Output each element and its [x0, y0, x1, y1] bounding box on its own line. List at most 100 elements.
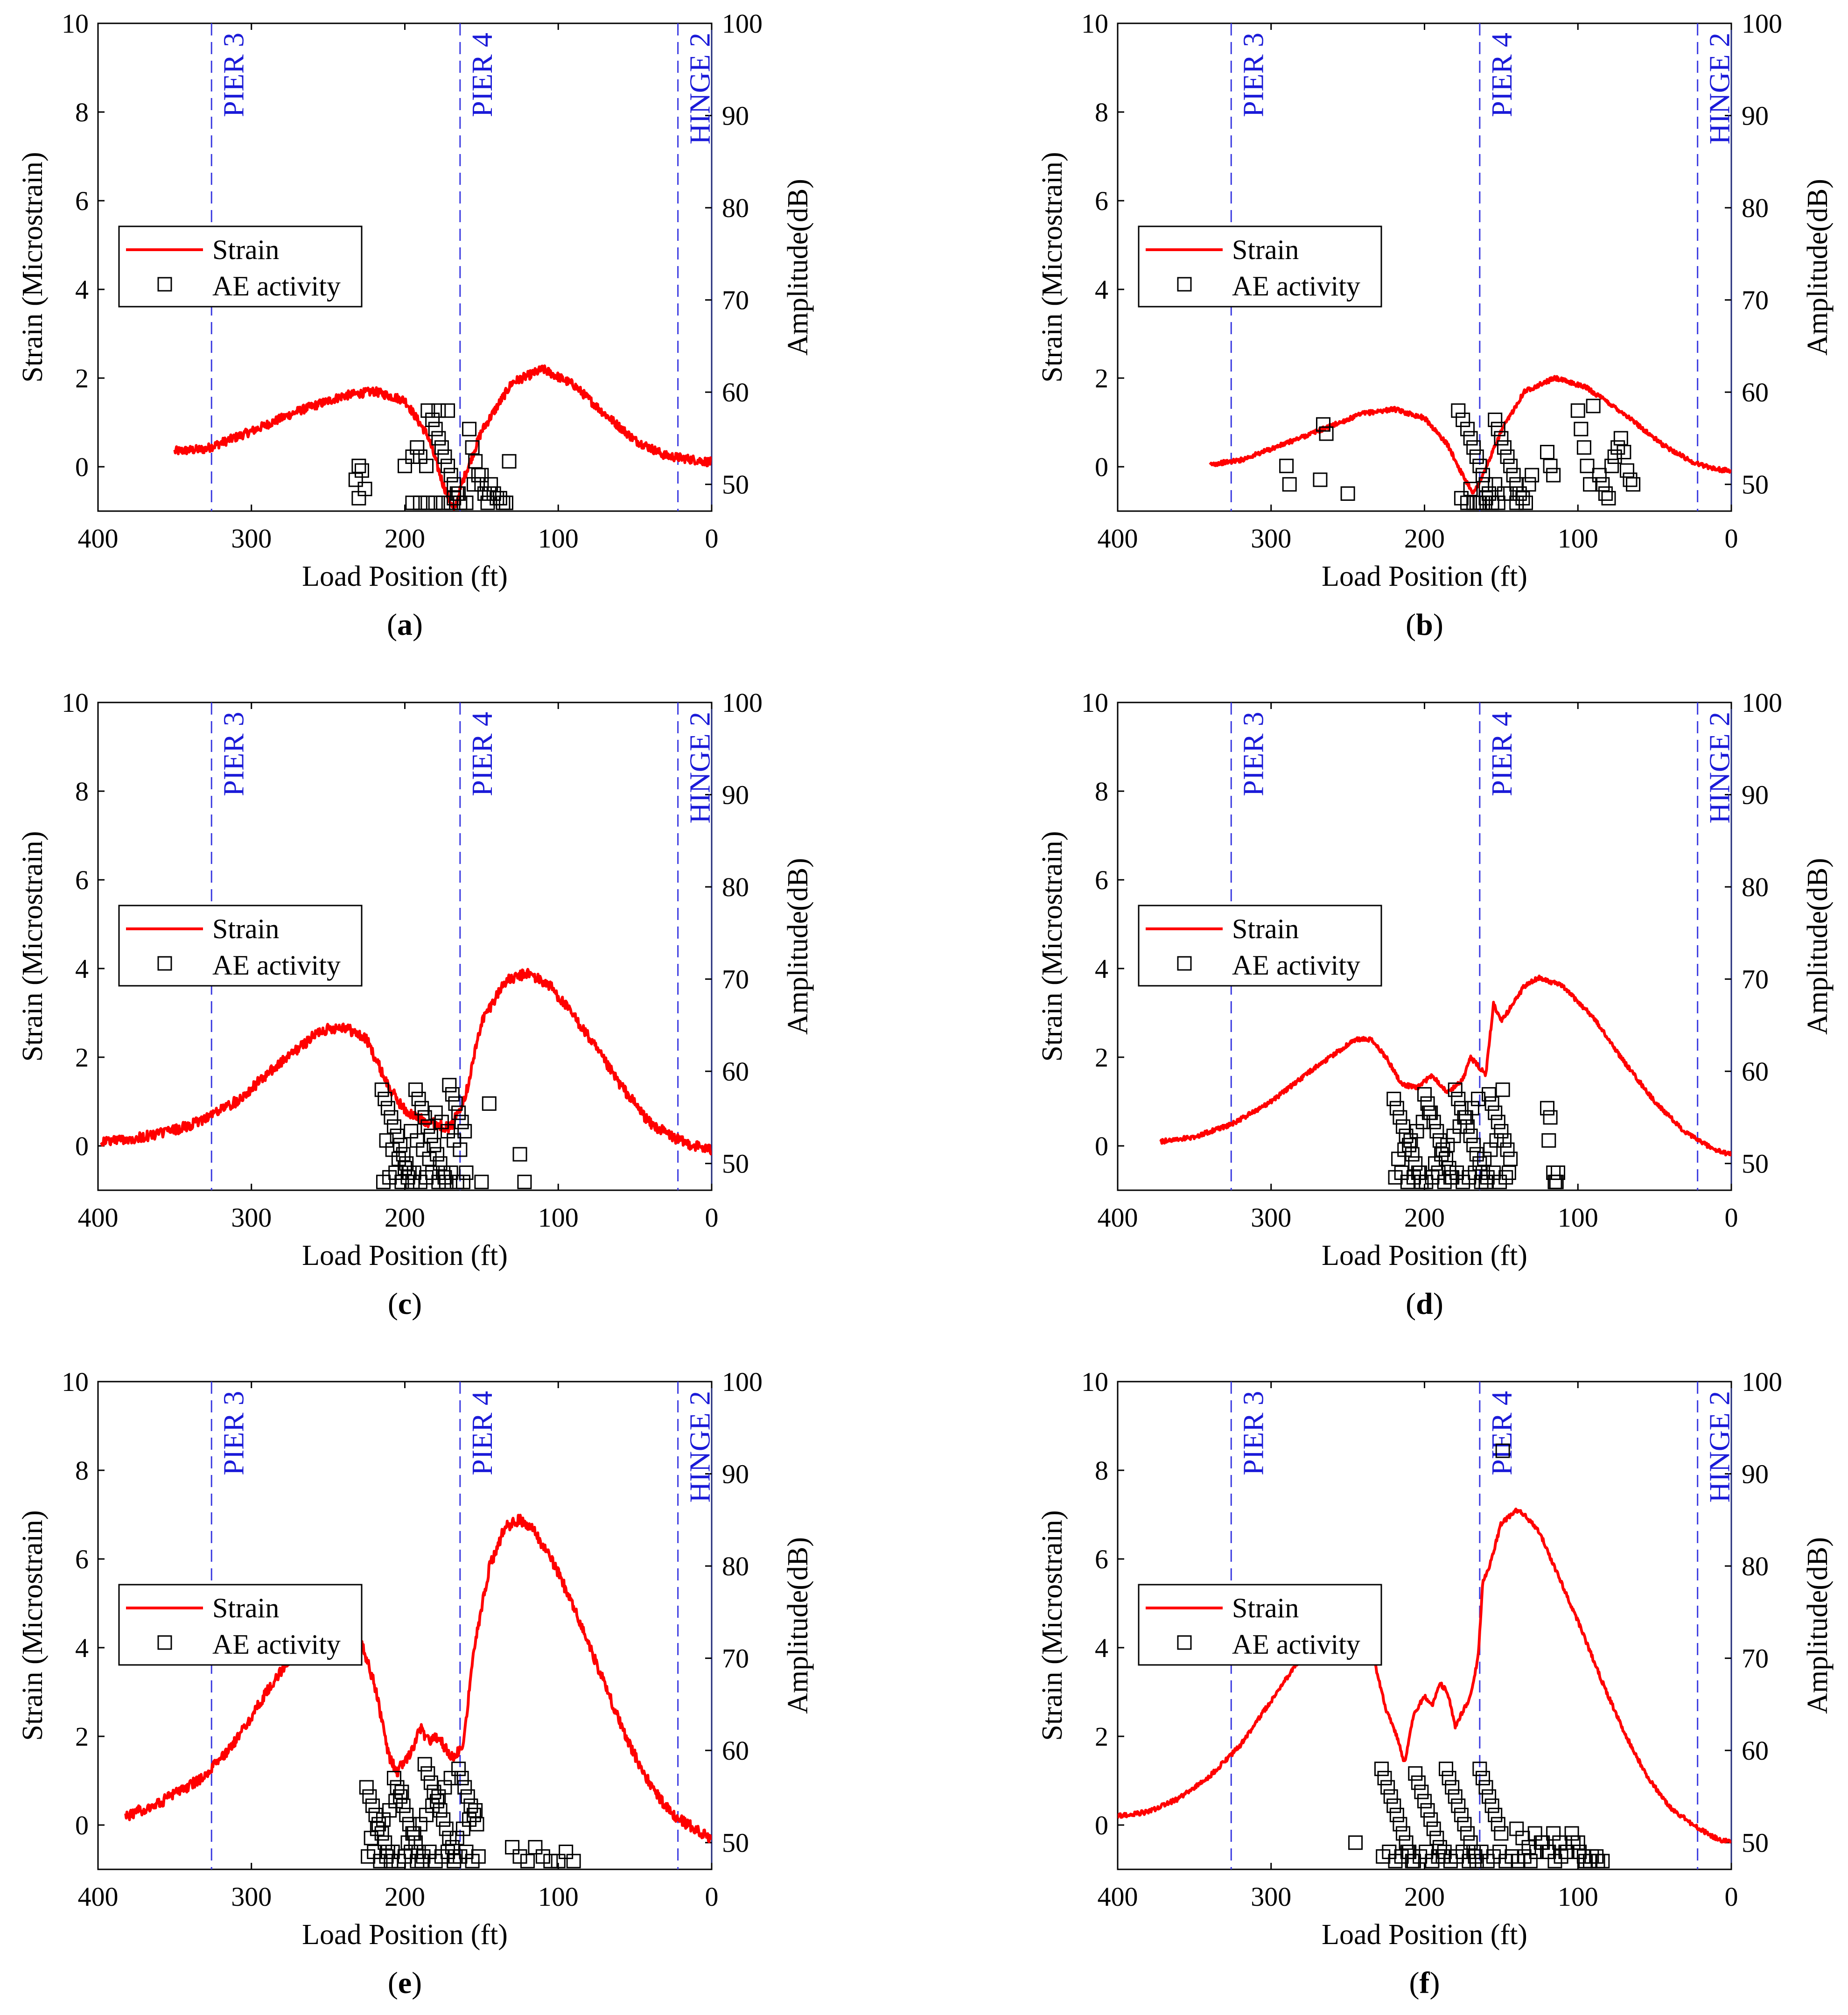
- x-tick-label: 200: [385, 523, 425, 554]
- ae-activity-point: [566, 1854, 581, 1868]
- panel-caption: (c): [388, 1287, 422, 1321]
- legend-ae-label: AE activity: [212, 1629, 341, 1660]
- legend-box: [1138, 905, 1382, 987]
- reference-line-label: PIER 3: [1238, 1391, 1269, 1475]
- ae-activity-point: [474, 477, 489, 492]
- ae-activity-point: [535, 1849, 550, 1864]
- reference-line-label: PIER 4: [467, 33, 498, 117]
- panel-f: 400 300 200 100 0 0 2 4 6 8 10 50 60 70 80 90 100 Load Po…: [1036, 1367, 1834, 2000]
- ae-activity-point: [405, 1174, 420, 1189]
- ae-activity-point: [1491, 1115, 1505, 1130]
- legend-ae-swatch: [157, 956, 172, 971]
- ae-activity-point: [1525, 468, 1540, 483]
- x-axis-label: Load Position (ft): [302, 561, 508, 592]
- ae-activity-point: [447, 491, 462, 506]
- y2-tick-label: 80: [1742, 193, 1769, 223]
- ae-activity-point: [1463, 482, 1478, 497]
- ae-activity-point: [483, 477, 498, 492]
- ae-activity-point: [451, 486, 466, 501]
- panel-caption: (a): [387, 608, 423, 642]
- ae-activity-point: [1463, 1835, 1478, 1850]
- x-tick-label: 0: [705, 1882, 719, 1912]
- ae-activity-point: [1389, 1101, 1404, 1116]
- plot-area: [1209, 375, 1731, 510]
- ae-activity-point: [399, 1156, 414, 1171]
- ae-activity-point: [517, 1174, 532, 1189]
- legend: Strain AE activity: [1138, 905, 1382, 987]
- ae-activity-point: [445, 1087, 460, 1102]
- ae-activity-point: [1463, 431, 1478, 446]
- reference-line-label: HINGE 2: [1704, 1391, 1736, 1502]
- strain-line: [1209, 375, 1731, 495]
- y2-tick-label: 100: [1742, 688, 1782, 718]
- y-tick-label: 8: [75, 1455, 89, 1486]
- ae-activity-point: [1484, 1096, 1499, 1111]
- ae-activity-point: [431, 431, 446, 446]
- ae-activity-point: [1488, 1807, 1503, 1822]
- y2-tick-label: 100: [722, 688, 763, 718]
- ae-activity-point: [1393, 1110, 1407, 1125]
- ae-activity-point: [459, 1165, 474, 1180]
- y-tick-label: 6: [75, 186, 89, 216]
- ae-activity-point: [384, 1854, 399, 1868]
- y2-tick-label: 60: [1742, 377, 1769, 407]
- legend-box: [118, 905, 363, 987]
- y2-axis-label: Amplitude(dB): [782, 179, 814, 356]
- y2-tick-label: 100: [722, 8, 763, 39]
- x-tick-label: 100: [538, 523, 579, 554]
- ae-activity-point: [512, 1849, 527, 1864]
- ae-activity-point: [1469, 1147, 1484, 1162]
- legend-strain-label: Strain: [212, 913, 279, 944]
- y-tick-label: 10: [1081, 8, 1108, 39]
- ae-activity-point: [1503, 1151, 1518, 1166]
- ae-activity-point: [559, 1844, 574, 1859]
- y-tick-label: 6: [75, 865, 89, 895]
- ae-activity-point: [453, 1142, 468, 1157]
- reference-line-label: HINGE 2: [1704, 712, 1736, 823]
- legend-box: [118, 1584, 363, 1666]
- ae-activity-point: [1488, 412, 1503, 427]
- ae-activity-point: [1551, 1165, 1566, 1180]
- ae-activity-point: [348, 472, 363, 487]
- x-tick-label: 0: [705, 1202, 719, 1233]
- ae-activity-point: [1313, 472, 1328, 487]
- ae-activity-point: [1491, 1817, 1505, 1832]
- ae-activity-point: [1540, 445, 1554, 460]
- panel-e: 400 300 200 100 0 0 2 4 6 8 10 50 60 70 80 90 100 Load Po…: [17, 1367, 814, 2000]
- ae-activity-point: [1592, 468, 1607, 483]
- ae-activity-point: [466, 477, 481, 492]
- y-tick-label: 4: [75, 954, 89, 984]
- ae-activity-point: [471, 1849, 486, 1864]
- legend-ae-label: AE activity: [1232, 1629, 1360, 1660]
- ae-activity-point: [1316, 417, 1331, 432]
- ae-activity-point: [1617, 445, 1631, 460]
- ae-activity-point: [505, 1840, 520, 1855]
- ae-activity-point: [1558, 1844, 1573, 1859]
- x-axis-label: Load Position (ft): [1322, 1919, 1527, 1951]
- ae-activity-point: [408, 1835, 423, 1850]
- ae-activity-point: [1540, 1844, 1554, 1859]
- legend: Strain AE activity: [118, 225, 363, 308]
- ae-activity-point: [1598, 486, 1613, 501]
- ae-activity-point: [1475, 1770, 1490, 1785]
- y-tick-label: 2: [75, 1042, 89, 1073]
- ae-activity-point: [482, 486, 497, 501]
- x-tick-label: 200: [385, 1882, 425, 1912]
- ae-activity-point: [1393, 1817, 1407, 1832]
- ae-activity-point: [411, 1844, 426, 1859]
- ae-activity-point: [436, 1165, 451, 1180]
- y-tick-label: 8: [75, 776, 89, 807]
- ae-activity-point: [1503, 458, 1518, 473]
- ae-activity-point: [1405, 1147, 1420, 1162]
- strain-line: [100, 968, 712, 1156]
- ae-activity-point: [1426, 1115, 1441, 1130]
- legend-ae-swatch: [157, 1635, 172, 1650]
- ae-activity-point: [393, 1789, 408, 1804]
- reference-line-label: PIER 4: [1486, 712, 1518, 796]
- x-tick-label: 100: [1558, 1882, 1598, 1912]
- ae-activity-point: [396, 1798, 411, 1813]
- ae-activity-point: [394, 1784, 409, 1799]
- ae-activity-point: [405, 449, 420, 464]
- legend-ae-swatch: [1177, 956, 1192, 971]
- ae-activity-point: [543, 1854, 558, 1868]
